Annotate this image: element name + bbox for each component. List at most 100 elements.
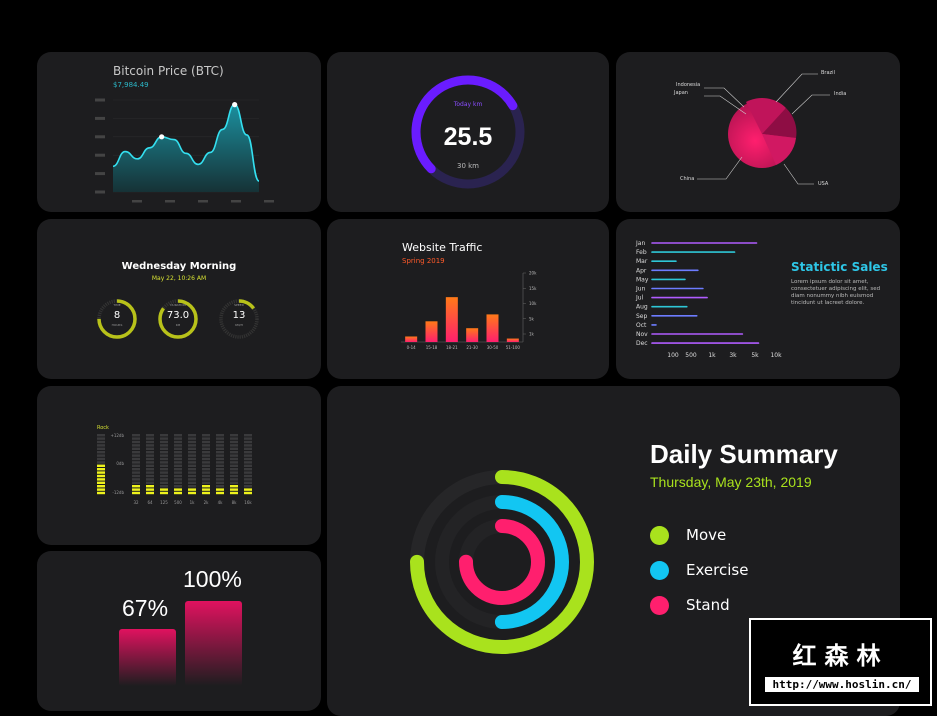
- traffic-x-label: 15-18: [426, 345, 438, 350]
- equalizer-segment-lit: [160, 488, 168, 491]
- equalizer-segment: [202, 464, 210, 467]
- equalizer-segment: [216, 457, 224, 461]
- equalizer-segment-lit: [174, 488, 182, 491]
- equalizer-segment: [160, 485, 168, 488]
- equalizer-segment: [146, 440, 154, 444]
- equalizer-band-label: 16k: [244, 500, 252, 505]
- equalizer-segment: [188, 457, 196, 461]
- traffic-chart: 0-14 15-18 18-21 21-30 30-50 51-100 20k 15k 10k 5…: [401, 271, 537, 350]
- percent-card: 67% 100%: [37, 551, 321, 711]
- equalizer-segment: [230, 468, 238, 471]
- equalizer-segment: [160, 461, 168, 464]
- equalizer-segment: [244, 451, 252, 454]
- summary-date: Thursday, May 23th, 2019: [650, 474, 812, 490]
- equalizer-segment: [244, 447, 252, 450]
- equalizer-segment: [188, 434, 196, 437]
- legend-stand-label: Stand: [686, 596, 730, 614]
- equalizer-segment: [244, 464, 252, 467]
- countries-slice-3: [762, 134, 796, 165]
- equalizer-segment: [244, 434, 252, 437]
- equalizer-segment: [174, 454, 182, 457]
- bitcoin-area: [113, 104, 259, 192]
- equalizer-segment: [188, 444, 196, 447]
- equalizer-segment: [174, 434, 182, 437]
- legend-exercise-label: Exercise: [686, 561, 749, 579]
- sales-month-label: Sep: [636, 313, 648, 320]
- traffic-y-label: 5k: [529, 316, 535, 321]
- equalizer-segment-lit: [230, 488, 238, 491]
- sales-month-label: Oct: [636, 322, 647, 329]
- equalizer-band-label: 125: [160, 500, 168, 505]
- sales-x-label: 1k: [708, 352, 716, 359]
- equalizer-segment: [230, 457, 238, 461]
- gauge-progress-arc: [411, 75, 525, 189]
- sales-x-label: 100: [667, 352, 679, 359]
- equalizer-band-label: 1k: [190, 500, 196, 505]
- equalizer-segment: [188, 468, 196, 471]
- equalizer-segment: [160, 457, 168, 461]
- equalizer-segment: [188, 461, 196, 464]
- equalizer-segment: [230, 437, 238, 440]
- equalizer-db-label: 0db: [116, 461, 124, 466]
- equalizer-segment: [146, 464, 154, 467]
- countries-slice-2: [762, 108, 797, 138]
- equalizer-segment: [188, 437, 196, 440]
- equalizer-segment: [174, 444, 182, 447]
- equalizer-segment-lit: [146, 485, 154, 488]
- equalizer-segment: [202, 444, 210, 447]
- traffic-card: Website Traffic Spring 2019 0-14 15-18 18-…: [327, 219, 609, 379]
- gauge-ring: [411, 75, 525, 189]
- weather-stat-3-bottom: KM/H: [235, 323, 243, 327]
- equalizer-segment: [146, 481, 154, 484]
- sales-x-label: 5k: [751, 352, 759, 359]
- sales-x-label: 500: [685, 352, 697, 359]
- weather-stat-1-value: 8: [113, 310, 121, 321]
- equalizer-segment-lit: [97, 464, 105, 467]
- equalizer-segment: [244, 444, 252, 447]
- traffic-y-label: 1k: [529, 332, 535, 337]
- equalizer-segment: [97, 447, 105, 450]
- traffic-subtitle: Spring 2019: [402, 257, 445, 265]
- bitcoin-x-tick: [198, 200, 208, 203]
- equalizer-segment: [216, 454, 224, 457]
- equalizer-segment: [160, 440, 168, 444]
- equalizer-segment: [160, 447, 168, 450]
- equalizer-segment: [188, 454, 196, 457]
- equalizer-segment-lit: [202, 485, 210, 488]
- equalizer-segment: [97, 461, 105, 464]
- country-leader-lines: [697, 73, 830, 185]
- traffic-bar: [445, 297, 458, 342]
- equalizer-segment: [216, 471, 224, 474]
- equalizer-segment: [146, 454, 154, 457]
- equalizer-segment-lit: [97, 474, 105, 478]
- equalizer-segment-lit: [160, 491, 168, 495]
- weather-stat-2-value: 73.0: [166, 310, 190, 321]
- equalizer-segment: [230, 451, 238, 454]
- sales-x-label: 10k: [770, 352, 782, 359]
- equalizer-segment: [216, 485, 224, 488]
- equalizer-segment: [174, 437, 182, 440]
- gauge-value: 25.5: [443, 123, 493, 151]
- equalizer-segment-lit: [146, 491, 154, 495]
- equalizer-segment: [132, 451, 140, 454]
- equalizer-segment-lit: [188, 491, 196, 495]
- equalizer-segment: [230, 461, 238, 464]
- equalizer-band-label: 32: [133, 500, 139, 505]
- equalizer-segment: [146, 474, 154, 478]
- equalizer-segment: [132, 468, 140, 471]
- equalizer-segment: [132, 444, 140, 447]
- equalizer-segment: [202, 474, 210, 478]
- equalizer-segment-lit: [97, 468, 105, 471]
- equalizer-segment: [174, 474, 182, 478]
- equalizer-segment: [202, 481, 210, 484]
- equalizer-segment: [188, 478, 196, 481]
- equalizer-segment: [202, 434, 210, 437]
- watermark-box: 红森林 http://www.hoslin.cn/: [749, 618, 932, 706]
- bitcoin-y-tick: [95, 135, 105, 139]
- equalizer-segment: [244, 457, 252, 461]
- weather-stat-3: SPEED 13 KM/H: [219, 297, 259, 341]
- country-label-china: China: [680, 176, 695, 182]
- equalizer-segment: [188, 485, 196, 488]
- equalizer-segment-lit: [97, 491, 105, 495]
- traffic-bar: [506, 338, 519, 342]
